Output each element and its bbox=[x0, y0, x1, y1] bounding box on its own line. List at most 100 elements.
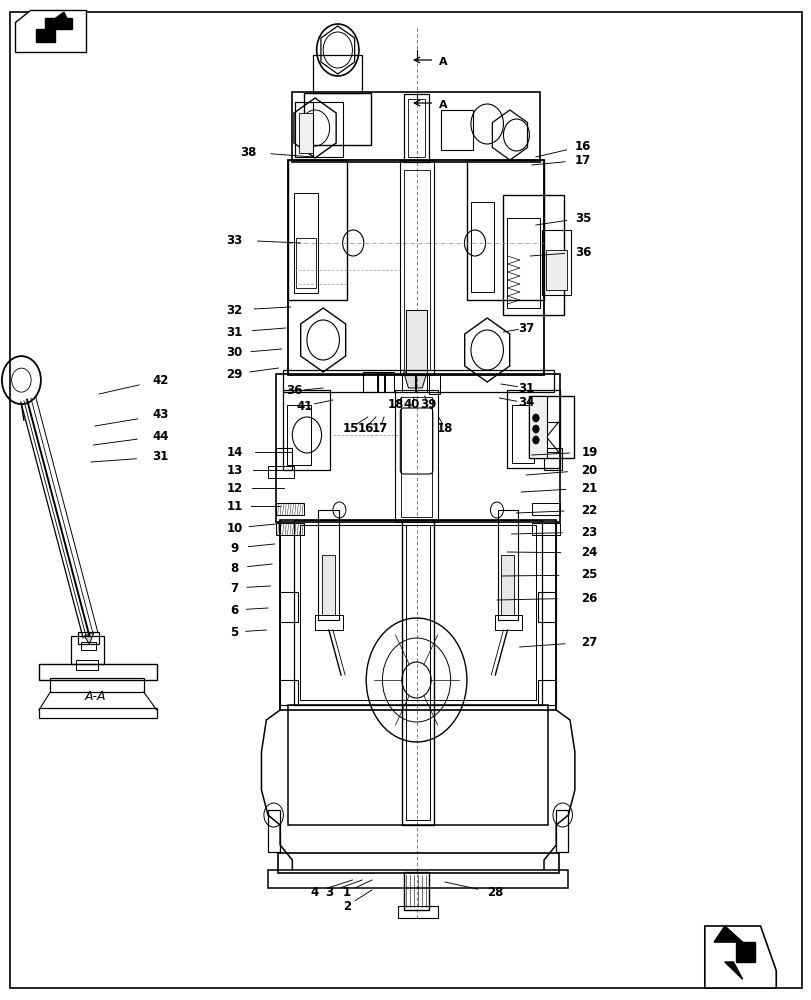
Bar bbox=[296, 238, 315, 288]
Bar bbox=[277, 853, 558, 873]
Bar bbox=[292, 92, 539, 162]
Bar bbox=[39, 664, 157, 680]
Bar bbox=[268, 810, 280, 852]
Text: 16: 16 bbox=[574, 139, 590, 152]
Circle shape bbox=[532, 436, 539, 444]
Bar bbox=[276, 448, 292, 470]
Bar bbox=[81, 642, 96, 650]
Bar bbox=[288, 705, 547, 825]
Text: 33: 33 bbox=[226, 233, 242, 246]
Text: 16: 16 bbox=[357, 422, 373, 434]
Text: 18: 18 bbox=[388, 397, 404, 410]
Text: 18: 18 bbox=[436, 422, 453, 434]
Bar bbox=[401, 520, 434, 825]
Bar bbox=[531, 503, 560, 515]
Bar bbox=[404, 872, 428, 910]
Bar bbox=[397, 906, 438, 918]
Bar bbox=[280, 592, 298, 622]
Circle shape bbox=[532, 414, 539, 422]
Text: 14: 14 bbox=[226, 446, 242, 458]
Bar bbox=[280, 520, 556, 710]
Polygon shape bbox=[713, 926, 742, 942]
Text: 26: 26 bbox=[581, 591, 597, 604]
Text: 24: 24 bbox=[581, 546, 597, 560]
Bar bbox=[503, 195, 564, 315]
Bar bbox=[406, 310, 427, 375]
Polygon shape bbox=[36, 29, 55, 42]
Text: 23: 23 bbox=[581, 526, 597, 538]
Text: 25: 25 bbox=[581, 568, 597, 582]
Text: 5: 5 bbox=[230, 626, 238, 639]
Bar bbox=[321, 555, 334, 615]
Bar bbox=[75, 660, 98, 670]
Text: 38: 38 bbox=[240, 145, 256, 158]
Text: 34: 34 bbox=[517, 396, 534, 410]
Text: 13: 13 bbox=[226, 464, 242, 477]
Text: 43: 43 bbox=[152, 408, 169, 422]
Text: 17: 17 bbox=[371, 422, 388, 434]
Text: 1: 1 bbox=[342, 886, 350, 898]
Bar bbox=[546, 250, 566, 290]
Text: 21: 21 bbox=[581, 482, 597, 494]
Bar bbox=[294, 102, 312, 157]
Bar bbox=[298, 113, 313, 153]
Bar bbox=[294, 102, 343, 157]
Bar bbox=[534, 422, 558, 452]
Text: 27: 27 bbox=[581, 636, 597, 648]
Bar bbox=[401, 374, 414, 392]
Bar bbox=[315, 615, 342, 630]
Text: 17: 17 bbox=[574, 153, 590, 166]
Text: 31: 31 bbox=[226, 326, 242, 338]
Bar bbox=[466, 160, 543, 300]
Bar bbox=[408, 99, 424, 157]
Text: 31: 31 bbox=[517, 381, 534, 394]
Bar bbox=[276, 374, 560, 522]
Text: 30: 30 bbox=[226, 347, 242, 360]
Text: 35: 35 bbox=[574, 212, 590, 225]
Text: A-A: A-A bbox=[85, 690, 106, 703]
Text: 44: 44 bbox=[152, 430, 169, 442]
Bar bbox=[404, 94, 428, 162]
Bar bbox=[531, 523, 560, 535]
Text: 10: 10 bbox=[226, 522, 242, 534]
Text: 22: 22 bbox=[581, 504, 597, 516]
Polygon shape bbox=[724, 962, 742, 979]
Bar bbox=[440, 110, 473, 150]
Polygon shape bbox=[704, 926, 775, 988]
Bar bbox=[399, 160, 433, 375]
Text: A: A bbox=[439, 57, 448, 67]
Bar bbox=[313, 55, 362, 93]
Bar bbox=[276, 503, 304, 515]
Text: 41: 41 bbox=[296, 399, 312, 412]
Bar bbox=[406, 525, 430, 820]
Text: 4: 4 bbox=[311, 886, 319, 898]
Text: 9: 9 bbox=[230, 542, 238, 554]
Bar bbox=[318, 510, 338, 620]
Text: 39: 39 bbox=[419, 397, 436, 410]
Bar bbox=[268, 466, 294, 478]
Bar bbox=[395, 390, 437, 522]
Bar bbox=[363, 372, 377, 392]
Bar bbox=[538, 680, 556, 705]
Text: 29: 29 bbox=[226, 367, 242, 380]
Bar bbox=[39, 708, 157, 718]
Text: 6: 6 bbox=[230, 603, 238, 616]
Polygon shape bbox=[55, 12, 71, 29]
Bar bbox=[304, 93, 371, 145]
Bar bbox=[384, 372, 393, 392]
Bar bbox=[470, 202, 493, 292]
Text: A: A bbox=[439, 100, 448, 110]
Bar bbox=[494, 615, 521, 630]
Bar bbox=[506, 390, 560, 468]
Bar bbox=[538, 592, 556, 622]
Bar bbox=[286, 405, 311, 465]
Text: 15: 15 bbox=[342, 422, 358, 434]
Bar bbox=[403, 170, 429, 370]
Polygon shape bbox=[403, 372, 427, 388]
Polygon shape bbox=[84, 632, 94, 644]
Bar bbox=[288, 160, 346, 300]
Polygon shape bbox=[735, 942, 754, 962]
Text: 28: 28 bbox=[487, 886, 503, 900]
Bar bbox=[401, 397, 431, 517]
Bar bbox=[276, 523, 304, 535]
